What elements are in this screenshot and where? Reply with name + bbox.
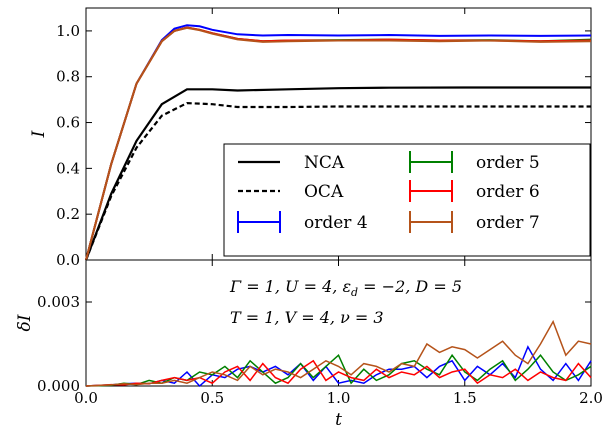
legend-label: order 4	[304, 213, 368, 233]
series-line-oca	[84, 101, 591, 261]
y-tick-label-top: 0.8	[56, 68, 80, 86]
y-tick-label-top: 0.4	[56, 159, 80, 177]
param-line-1-b: = −2, D = 5	[358, 277, 462, 296]
legend-label: order 5	[476, 153, 540, 173]
diff-line-order-6	[85, 359, 592, 387]
bottom-panel: 0.000 0.003 0.0 0.5 1.0 1.5 2.0 δI t	[15, 259, 603, 427]
series-line-order-7	[85, 26, 592, 261]
y-axis-label-top: I	[29, 130, 49, 138]
x-axis-label: t	[335, 410, 342, 427]
x-tick-label: 1.5	[453, 389, 477, 407]
y-tick-label-top: 0.0	[56, 251, 80, 269]
param-subscript: d	[351, 286, 358, 299]
diff-line-order-7	[85, 319, 592, 387]
diff-line-order-5	[85, 353, 592, 387]
y-tick-label-bottom: 0.003	[37, 293, 80, 311]
y-tick-label-top: 0.2	[56, 205, 80, 223]
legend-label: order 6	[476, 182, 540, 202]
legend-label: order 7	[476, 213, 540, 233]
x-tick-label: 2.0	[579, 389, 603, 407]
legend: NCA OCA order 4 order 5 order 6 order 7	[223, 143, 591, 257]
y-tick-label-top: 0.6	[56, 114, 80, 132]
legend-box	[223, 143, 591, 257]
legend-label: OCA	[304, 182, 344, 202]
y-tick-label-bottom: 0.000	[37, 377, 80, 395]
legend-label: NCA	[304, 153, 345, 173]
param-line-2: T = 1, V = 4, ν = 3	[230, 308, 384, 327]
y-tick-label-top: 1.0	[56, 22, 80, 40]
series-line-nca	[84, 86, 591, 261]
y-axis-label-bottom: δI	[15, 314, 35, 331]
top-panel: 0.0 0.2 0.4 0.6 0.8 1.0 I	[29, 7, 592, 269]
x-tick-label: 0.5	[200, 389, 224, 407]
parameter-annotations: Γ = 1, U = 4, εd = −2, D = 5 T = 1, V = 4…	[229, 277, 462, 327]
param-line-1-a: Γ = 1, U = 4, ε	[229, 277, 351, 296]
x-tick-label: 0.0	[74, 389, 98, 407]
x-tick-label: 1.0	[327, 389, 351, 407]
param-line-1: Γ = 1, U = 4, εd = −2, D = 5	[229, 277, 462, 299]
